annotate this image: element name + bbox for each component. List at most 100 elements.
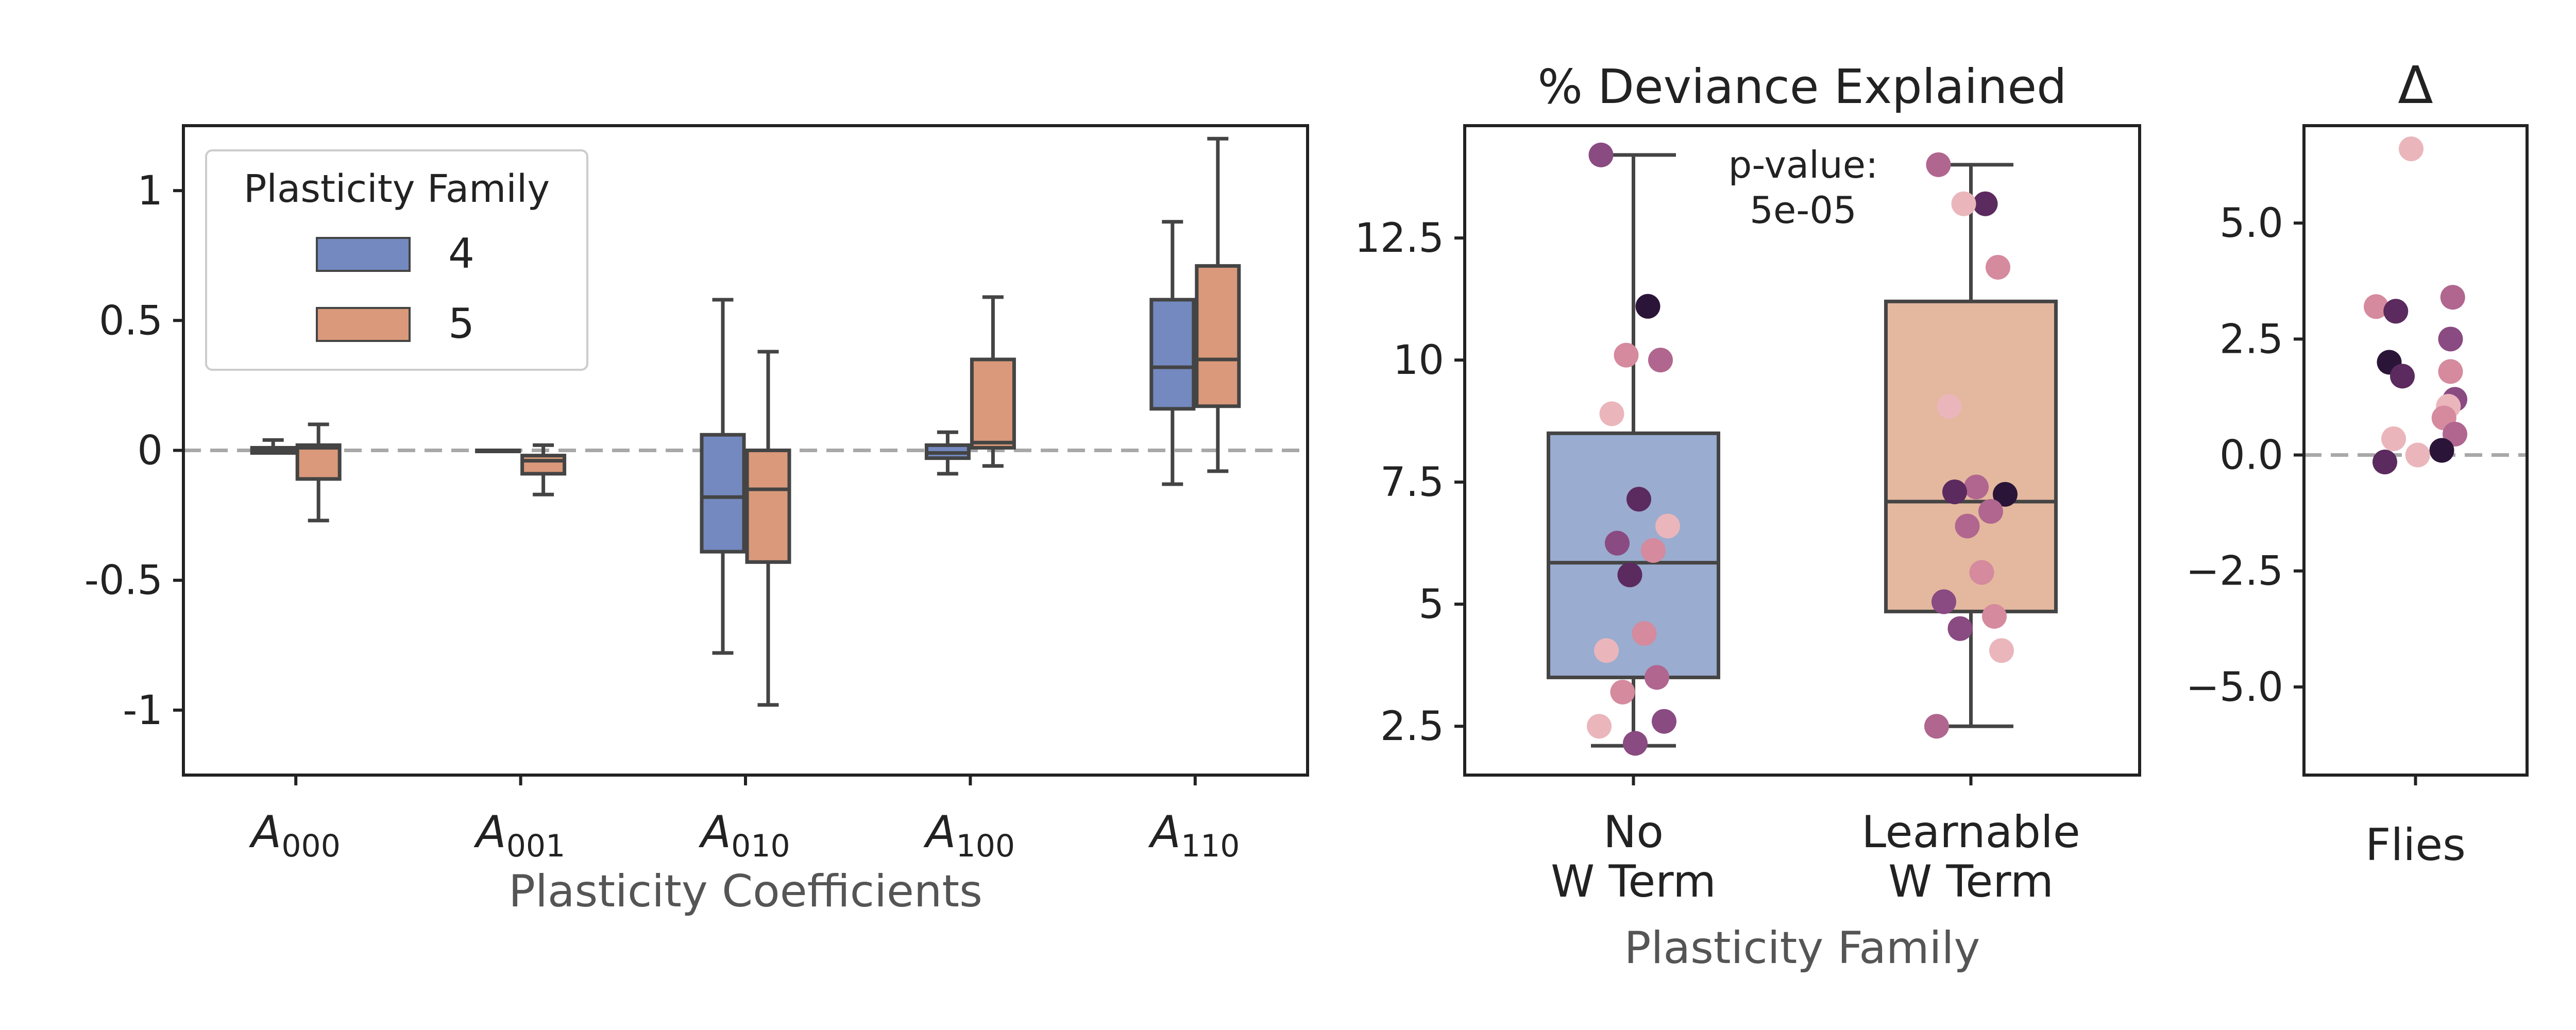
deviance-point-group-2 [1951,191,1976,216]
deviance-y-ticks: 12.5 10 7.5 5 2.5 [1354,215,1465,750]
deviance-point-group-1 [1588,142,1614,167]
delta-point [2372,450,2397,475]
y-tick-label: 0.5 [99,298,163,344]
deviance-point-group-2 [1937,394,1962,419]
legend-title: Plasticity Family [244,167,550,211]
legend: Plasticity Family 45 [205,149,588,371]
deviance-point-group-1 [1648,348,1673,373]
legend-label-family-4: 4 [448,230,474,278]
p-value-annotation-line: 5e-05 [1750,188,1857,232]
legend-entries: 45 [316,230,474,348]
x-tick-label: No [1603,806,1664,858]
coefficients-y-ticks: 1 0.5 0 -0.5 -1 [84,168,183,734]
deviance-point-group-1 [1614,342,1639,368]
delta-point [2364,294,2388,319]
x-tick-label: W Term [1551,856,1716,907]
p-value-annotation-line: p-value: [1728,143,1878,186]
y-tick-label: 7.5 [1380,459,1444,506]
x-tick-label: Learnable [1861,806,2080,858]
delta-point [2381,426,2406,451]
legend-swatch-family-4 [316,237,411,272]
delta-point [2438,359,2463,384]
coefficient-boxes [250,136,1241,707]
x-tick-label: A001 [473,806,565,864]
x-tick-label: Flies [2365,819,2466,871]
deviance-point-group-1 [1610,679,1635,705]
deviance-point-group-2 [1989,638,2014,663]
deviance-axes-frame [1463,124,2141,777]
y-tick-label: 2.5 [2219,316,2283,363]
legend-swatch-family-5 [316,307,411,342]
deviance-point-group-1 [1626,487,1651,512]
deviance-point-group-2 [1973,191,1998,216]
y-tick-label: −5.0 [2186,664,2283,711]
y-tick-label: 5.0 [2219,200,2283,247]
delta-panel-title: Δ [2398,55,2433,115]
deviance-point-group-1 [1605,530,1630,556]
y-tick-label: 5 [1418,581,1444,628]
deviance-point-group-2 [1964,474,1989,500]
y-tick-label: -1 [123,688,163,734]
delta-point [2383,299,2409,324]
family-4-coef-box [1149,298,1196,411]
deviance-point-group-1 [1652,709,1676,734]
deviance-points [1587,142,2018,756]
deviance-point-group-2 [1924,714,1949,739]
deviance-point-group-2 [1969,560,1994,585]
deviance-point-group-1 [1587,714,1612,739]
deviance-panel-title: % Deviance Explained [1537,59,2066,114]
deviance-group-1-box [1547,431,1720,679]
delta-x-ticks: Flies [2365,775,2466,871]
legend-label-family-5: 5 [448,300,474,348]
family-5-coef-box [1195,264,1241,408]
deviance-boxes [1547,153,2058,748]
deviance-x-axis-label: Plasticity Family [1624,922,1980,974]
y-tick-label: −2.5 [2186,548,2283,595]
delta-panel: Δ 5.0 2.5 0.0 −2.5 −5.0 Flies [2186,55,2529,871]
deviance-point-group-1 [1599,401,1624,426]
y-tick-label: 2.5 [1380,703,1444,750]
family-5-coef-box [970,357,1016,450]
x-tick-label: A110 [1148,806,1240,864]
delta-point [2405,442,2430,468]
deviance-point-group-1 [1632,621,1657,646]
delta-point [2429,438,2454,463]
deviance-point-group-1 [1655,513,1680,539]
y-tick-label: 0 [137,428,163,474]
deviance-point-group-2 [1947,616,1973,641]
family-5-coef-box [520,454,567,476]
y-tick-label: 12.5 [1354,215,1444,262]
deviance-point-group-2 [1955,513,1980,539]
deviance-point-group-1 [1617,562,1642,588]
family-5-coef-box [745,449,791,564]
delta-point [2390,364,2415,389]
delta-point [2438,327,2463,352]
x-tick-label: W Term [1888,856,2054,907]
deviance-point-group-1 [1623,731,1648,756]
coefficients-x-ticks: A000 A001 A010 A100 A110 [249,775,1240,864]
family-4-coef-box [700,433,746,554]
delta-point [2440,285,2465,310]
deviance-point-group-1 [1635,294,1660,319]
deviance-point-group-2 [1926,152,1951,177]
deviance-point-group-2 [1986,254,2010,280]
y-tick-label: 1 [137,168,163,214]
y-tick-label: -0.5 [84,558,163,604]
delta-y-ticks: 5.0 2.5 0.0 −2.5 −5.0 [2186,200,2304,711]
deviance-point-group-1 [1641,538,1666,563]
y-tick-label: 10 [1393,337,1444,384]
delta-points [2364,136,2467,475]
deviance-point-group-2 [1978,499,2003,524]
coefficients-x-axis-label: Plasticity Coefficients [509,866,982,917]
deviance-point-group-2 [1993,482,2018,507]
x-tick-label: A000 [249,806,341,864]
deviance-point-group-1 [1594,638,1619,663]
x-tick-label: A100 [923,806,1015,864]
deviance-point-group-2 [1942,479,1967,505]
deviance-point-group-1 [1645,665,1669,690]
delta-point [2399,136,2424,162]
y-tick-label: 0.0 [2219,433,2283,479]
p-value-annotation: p-value:5e-05 [1728,143,1878,232]
